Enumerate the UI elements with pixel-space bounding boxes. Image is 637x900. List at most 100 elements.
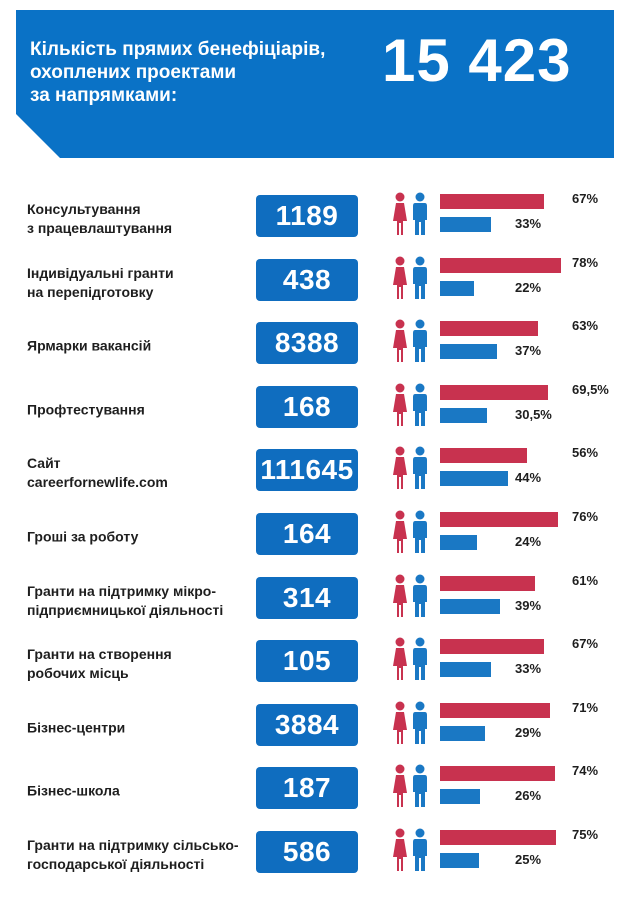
header-total: 15 423 bbox=[382, 27, 572, 94]
category-label: Гранти на створення робочих місць bbox=[27, 646, 172, 682]
female-bar bbox=[440, 448, 527, 464]
people-icon-pair bbox=[392, 764, 430, 810]
chart-row: Гранти на підтримку мікро- підприємницьк… bbox=[0, 570, 637, 632]
male-bar bbox=[440, 725, 485, 741]
male-person-icon bbox=[413, 383, 427, 426]
male-person-icon bbox=[413, 319, 427, 363]
category-label: Профтестування bbox=[27, 401, 145, 418]
male-person-icon bbox=[413, 446, 427, 490]
female-person-icon bbox=[393, 574, 407, 617]
female-person-icon bbox=[393, 637, 407, 681]
beneficiary-count: 3884 bbox=[256, 703, 358, 746]
male-percent-label: 26% bbox=[515, 788, 542, 804]
female-percent-label: 61% bbox=[572, 572, 599, 588]
beneficiary-count: 105 bbox=[256, 640, 358, 683]
chart-row: Бізнес-школа 187 74% 26% bbox=[0, 760, 637, 822]
people-icon-pair bbox=[392, 828, 430, 874]
category-label: Бізнес-школа bbox=[27, 782, 120, 799]
category-label: Гранти на підтримку мікро- підприємницьк… bbox=[27, 582, 224, 618]
category-label: Консультування з працевлаштування bbox=[27, 201, 173, 236]
people-icon-pair bbox=[392, 319, 430, 365]
male-percent-label: 24% bbox=[515, 534, 542, 549]
female-bar bbox=[440, 257, 561, 273]
female-percent-label: 74% bbox=[572, 763, 599, 779]
male-percent-label: 29% bbox=[515, 724, 542, 740]
male-bar bbox=[440, 407, 488, 423]
male-person-icon bbox=[413, 192, 427, 235]
female-person-icon bbox=[393, 828, 407, 871]
female-bar bbox=[440, 830, 557, 845]
beneficiary-count: 8388 bbox=[256, 322, 358, 365]
chart-row: Гранти на створення робочих місць 105 67% 3… bbox=[0, 633, 637, 695]
header-title: Кількість прямих бенефіціарів, охоплених… bbox=[30, 39, 326, 106]
beneficiary-count: 586 bbox=[256, 831, 358, 873]
people-icon-pair bbox=[392, 574, 430, 620]
people-icon-pair bbox=[392, 383, 430, 429]
female-percent-label: 75% bbox=[572, 827, 599, 842]
people-icon-pair bbox=[392, 192, 430, 238]
chart-row: Індивідуальні гранти на перепідготовку 43… bbox=[0, 252, 637, 314]
chart-row: Консультування з працевлаштування 1189 67%… bbox=[0, 188, 637, 250]
people-icon-pair bbox=[392, 446, 430, 492]
male-bar bbox=[440, 344, 498, 360]
male-bar bbox=[440, 280, 475, 296]
male-percent-label: 25% bbox=[515, 852, 542, 867]
male-percent-label: 30,5% bbox=[515, 406, 552, 422]
male-bar bbox=[440, 471, 509, 487]
chart-row: Гранти на підтримку сільсько- господарсь… bbox=[0, 824, 637, 886]
male-person-icon bbox=[413, 828, 427, 871]
female-percent-label: 56% bbox=[572, 445, 599, 461]
category-label: Гранти на підтримку сільсько- господарсь… bbox=[27, 837, 239, 872]
male-person-icon bbox=[413, 637, 427, 681]
chart-row: Гроші за роботу 164 76% 24% bbox=[0, 506, 637, 568]
male-percent-label: 33% bbox=[515, 216, 542, 231]
female-bar bbox=[440, 702, 551, 718]
female-bar bbox=[440, 321, 538, 337]
male-percent-label: 33% bbox=[515, 661, 542, 677]
beneficiary-count: 164 bbox=[256, 513, 358, 555]
male-person-icon bbox=[413, 764, 427, 808]
female-person-icon bbox=[393, 256, 407, 299]
female-bar bbox=[440, 384, 548, 400]
category-label: Гроші за роботу bbox=[27, 528, 139, 545]
category-label: Бізнес-центри bbox=[27, 719, 126, 736]
header-banner bbox=[16, 10, 614, 158]
male-bar bbox=[440, 535, 478, 550]
male-percent-label: 22% bbox=[515, 279, 542, 295]
female-person-icon bbox=[393, 319, 407, 363]
male-bar bbox=[440, 217, 492, 232]
chart-row: Профтестування 168 69,5% 30,5% bbox=[0, 379, 637, 441]
category-label: Ярмарки вакансій bbox=[27, 337, 152, 354]
category-label: Індивідуальні гранти на перепідготовку bbox=[27, 264, 174, 300]
female-percent-label: 67% bbox=[572, 636, 599, 652]
people-icon-pair bbox=[392, 256, 430, 302]
female-person-icon bbox=[393, 510, 407, 553]
chart-row: Ярмарки вакансій 8388 63% 37% bbox=[0, 315, 637, 377]
people-icon-pair bbox=[392, 701, 430, 747]
female-percent-label: 71% bbox=[572, 699, 599, 715]
female-bar bbox=[440, 512, 558, 527]
male-person-icon bbox=[413, 510, 427, 553]
female-percent-label: 67% bbox=[572, 191, 599, 206]
beneficiary-count: 168 bbox=[256, 385, 358, 428]
beneficiary-count: 314 bbox=[256, 576, 358, 619]
male-percent-label: 44% bbox=[515, 470, 542, 486]
male-person-icon bbox=[413, 256, 427, 299]
male-bar bbox=[440, 789, 481, 805]
male-bar bbox=[440, 598, 501, 614]
beneficiary-count: 438 bbox=[256, 258, 358, 301]
male-percent-label: 37% bbox=[515, 343, 542, 359]
male-person-icon bbox=[413, 701, 427, 744]
people-icon-pair bbox=[392, 510, 430, 556]
chart-row: Сайт careerfornewlife.com 111645 56% 44% bbox=[0, 442, 637, 504]
female-person-icon bbox=[393, 764, 407, 808]
chart-row: Бізнес-центри 3884 71% 29% bbox=[0, 697, 637, 759]
beneficiary-count: 1189 bbox=[256, 195, 358, 237]
female-bar bbox=[440, 639, 544, 655]
male-bar bbox=[440, 853, 479, 868]
male-percent-label: 39% bbox=[515, 597, 542, 613]
female-percent-label: 63% bbox=[572, 318, 599, 334]
female-person-icon bbox=[393, 701, 407, 744]
people-icon-pair bbox=[392, 637, 430, 683]
female-person-icon bbox=[393, 446, 407, 490]
